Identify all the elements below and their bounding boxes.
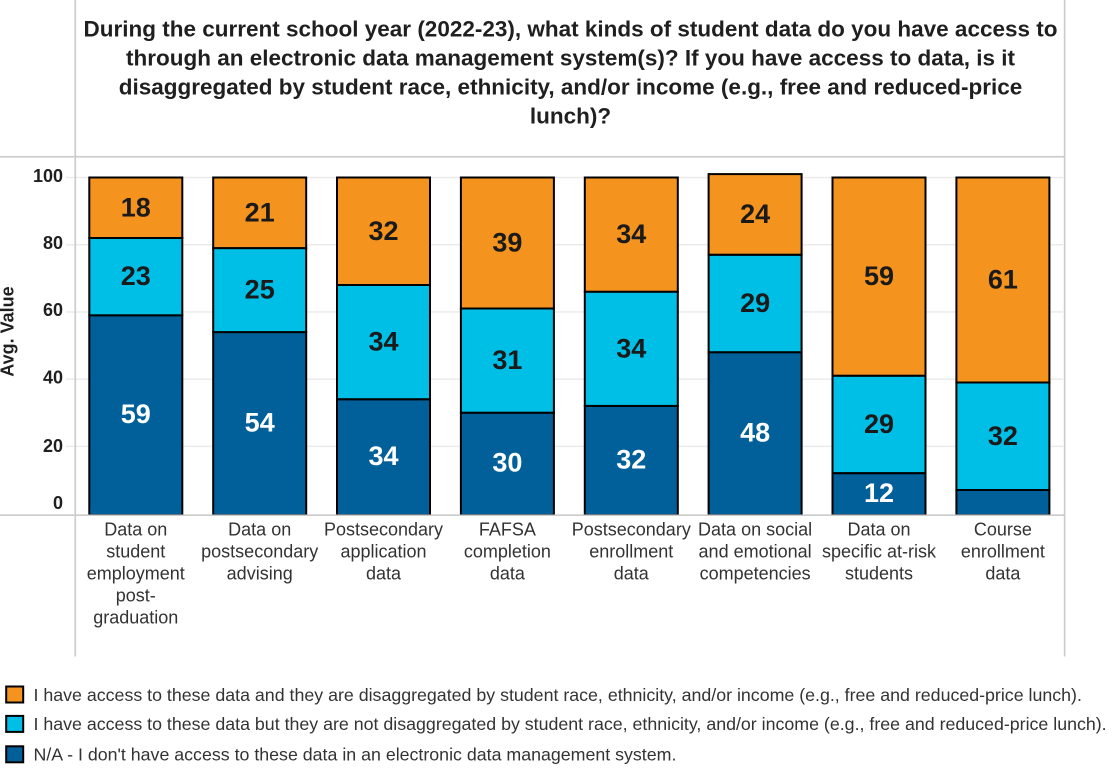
svg-text:29: 29 <box>864 409 894 439</box>
svg-text:0: 0 <box>53 493 63 513</box>
svg-text:23: 23 <box>121 261 151 291</box>
svg-text:Postsecondary: Postsecondary <box>324 519 443 539</box>
svg-text:Postsecondary: Postsecondary <box>572 519 691 539</box>
svg-text:25: 25 <box>245 275 275 305</box>
svg-text:39: 39 <box>492 228 522 258</box>
svg-text:N/A - I don't have access to t: N/A - I don't have access to these data … <box>34 745 677 765</box>
svg-text:12: 12 <box>864 478 894 508</box>
svg-text:lunch)?: lunch)? <box>530 103 611 128</box>
svg-text:Course: Course <box>974 519 1032 539</box>
svg-text:34: 34 <box>616 334 646 364</box>
svg-text:graduation: graduation <box>93 607 178 627</box>
svg-text:20: 20 <box>43 436 63 456</box>
svg-text:During the current school year: During the current school year (2022-23)… <box>84 16 1058 41</box>
svg-text:32: 32 <box>368 216 398 246</box>
svg-text:34: 34 <box>616 219 646 249</box>
svg-text:through an electronic data man: through an electronic data management sy… <box>126 45 1016 70</box>
svg-text:34: 34 <box>368 327 398 357</box>
svg-text:disaggregated by student race,: disaggregated by student race, ethnicity… <box>119 74 1023 99</box>
svg-text:competencies: competencies <box>700 563 811 583</box>
svg-text:Data on: Data on <box>228 519 291 539</box>
svg-text:enrollment: enrollment <box>589 541 673 561</box>
svg-text:Data on: Data on <box>104 519 167 539</box>
svg-text:54: 54 <box>245 407 275 437</box>
svg-text:80: 80 <box>43 233 63 253</box>
svg-text:data: data <box>490 563 526 583</box>
svg-text:18: 18 <box>121 192 151 222</box>
svg-text:FAFSA: FAFSA <box>479 519 536 539</box>
svg-text:I have access to these data bu: I have access to these data but they are… <box>34 714 1107 734</box>
svg-text:21: 21 <box>245 197 275 227</box>
svg-text:34: 34 <box>368 441 398 471</box>
svg-text:Data on: Data on <box>847 519 910 539</box>
svg-text:employment: employment <box>87 563 185 583</box>
svg-text:29: 29 <box>740 288 770 318</box>
svg-text:completion: completion <box>464 541 551 561</box>
svg-text:31: 31 <box>492 345 522 375</box>
svg-text:48: 48 <box>740 418 770 448</box>
svg-text:enrollment: enrollment <box>961 541 1045 561</box>
svg-text:Avg. Value: Avg. Value <box>0 286 18 376</box>
svg-text:and emotional: and emotional <box>699 541 812 561</box>
svg-text:Data on social: Data on social <box>698 519 812 539</box>
svg-text:32: 32 <box>988 421 1018 451</box>
svg-text:application: application <box>340 541 426 561</box>
svg-text:100: 100 <box>33 166 63 186</box>
svg-text:30: 30 <box>492 448 522 478</box>
svg-text:data: data <box>614 563 650 583</box>
svg-text:60: 60 <box>43 300 63 320</box>
svg-text:24: 24 <box>740 199 770 229</box>
svg-text:student: student <box>106 541 165 561</box>
svg-text:40: 40 <box>43 367 63 387</box>
svg-text:59: 59 <box>864 261 894 291</box>
svg-text:32: 32 <box>616 444 646 474</box>
svg-text:advising: advising <box>227 563 293 583</box>
svg-text:data: data <box>366 563 402 583</box>
svg-text:I have access to these data an: I have access to these data and they are… <box>34 685 1082 705</box>
svg-text:specific at-risk: specific at-risk <box>822 541 937 561</box>
svg-text:post-: post- <box>116 585 156 605</box>
svg-text:data: data <box>985 563 1021 583</box>
svg-text:postsecondary: postsecondary <box>201 541 318 561</box>
svg-text:students: students <box>845 563 913 583</box>
svg-text:59: 59 <box>121 399 151 429</box>
svg-text:61: 61 <box>988 265 1018 295</box>
